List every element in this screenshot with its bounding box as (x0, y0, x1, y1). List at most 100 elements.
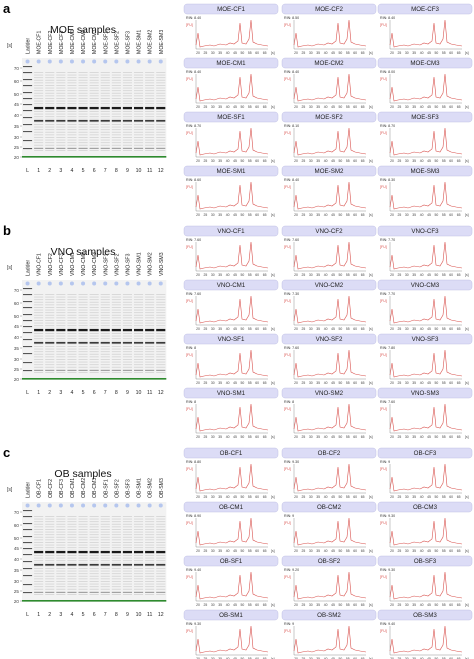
smear-band (67, 518, 77, 520)
rin-value: RIN: 7.60 (186, 292, 201, 296)
x-axis-unit: [s] (271, 327, 275, 331)
x-tick: 35 (412, 213, 416, 217)
smear-band (67, 304, 77, 306)
x-tick: 65 (263, 657, 267, 659)
x-tick: 50 (339, 273, 343, 277)
smear-band (45, 534, 55, 536)
smear-band (134, 364, 144, 366)
ladder-band (23, 148, 33, 150)
ladder-band (23, 339, 33, 341)
lane-name: VNO-SM2 (148, 252, 154, 276)
x-tick: 40 (420, 549, 424, 553)
smear-band (89, 314, 99, 316)
smear-band (111, 296, 121, 298)
smear-band (111, 150, 121, 151)
smear-band (67, 369, 77, 371)
smear-band (56, 366, 66, 368)
smear-band (100, 320, 110, 321)
smear-band (122, 72, 132, 73)
smear-band (45, 131, 55, 133)
smear-band (134, 557, 144, 559)
smear-band (111, 521, 121, 523)
sample-header (183, 165, 279, 177)
sample-name: OB-SF3 (414, 558, 437, 565)
x-tick: 35 (316, 381, 320, 385)
smear-band (134, 340, 144, 342)
smear-band (89, 144, 99, 146)
ladder-band (23, 554, 33, 556)
smear-band (134, 542, 144, 543)
smear-band (56, 594, 66, 595)
smear-band (56, 578, 66, 580)
smear-band (56, 531, 66, 533)
sample-name: MOE-SM2 (315, 168, 344, 175)
smear-band (56, 299, 66, 301)
lane-number: 10 (136, 390, 142, 396)
x-tick: 40 (420, 495, 424, 499)
smear-band (78, 129, 88, 131)
rin-value: RIN: 8.50 (284, 16, 299, 20)
smear-band (156, 539, 166, 541)
smear-band (89, 575, 99, 577)
x-tick: 65 (263, 327, 267, 331)
smear-band (45, 523, 55, 525)
x-tick: 40 (226, 381, 230, 385)
lane-name: MOE-SM3 (159, 30, 165, 54)
smear-band (67, 134, 77, 136)
trace-line (293, 463, 367, 492)
x-tick: 50 (339, 549, 343, 553)
smear-band (100, 95, 110, 97)
smear-band (67, 299, 77, 301)
trace-line (293, 19, 367, 48)
rrna-18s-band (67, 342, 77, 344)
x-tick: 30 (211, 435, 215, 439)
sample-name: MOE-CM1 (216, 60, 246, 67)
smear-band (89, 531, 99, 533)
small-rna-band (67, 592, 77, 593)
x-tick: 60 (353, 381, 357, 385)
smear-band (100, 575, 110, 577)
smear-band (34, 139, 44, 141)
smear-band (78, 518, 88, 520)
smear-band (100, 139, 110, 141)
smear-band (56, 562, 66, 564)
lane-name: VNO-CF1 (37, 253, 43, 276)
smear-band (122, 95, 132, 97)
smear-band (156, 364, 166, 366)
x-tick: 25 (398, 105, 402, 109)
lane-names: Ladder VNO-CF1 VNO-CF2 VNO-CF3 VNO-CM1 VNO-CM… (26, 252, 165, 276)
x-tick: 55 (346, 105, 350, 109)
x-tick: 60 (255, 51, 259, 55)
trace-line (389, 19, 463, 48)
x-tick: 65 (361, 159, 365, 163)
smear-band (122, 325, 132, 327)
smear-band (78, 98, 88, 99)
gel-well (158, 59, 163, 64)
smear-band (78, 348, 88, 350)
smear-band (134, 322, 144, 324)
smear-band (45, 79, 55, 81)
smear-band (145, 100, 155, 102)
smear-band (67, 534, 77, 536)
smear-band (45, 361, 55, 363)
trace-line (389, 625, 463, 654)
smear-band (134, 369, 144, 371)
lane-name: VNO-CM1 (70, 252, 76, 276)
smear-band (156, 518, 166, 520)
smear-band (134, 314, 144, 316)
smear-band (100, 294, 110, 295)
x-tick: 55 (346, 549, 350, 553)
x-tick: 55 (248, 603, 252, 607)
smear-band (34, 542, 44, 543)
smear-band (156, 351, 166, 353)
x-axis-unit: [s] (369, 603, 373, 607)
smear-band (67, 307, 77, 308)
x-tick: 55 (248, 381, 252, 385)
smear-band (100, 516, 110, 517)
x-tick: 40 (226, 213, 230, 217)
smear-band (78, 591, 88, 593)
x-tick: 40 (324, 549, 328, 553)
smear-band (134, 555, 144, 556)
fu-axis-label: [FU] (380, 23, 387, 27)
